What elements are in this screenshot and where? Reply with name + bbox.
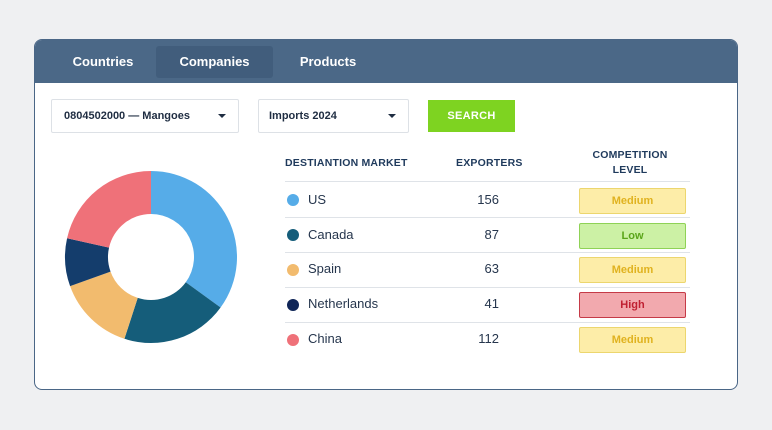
country-name: US xyxy=(308,192,327,207)
country-name: Canada xyxy=(308,227,354,242)
search-button[interactable]: SEARCH xyxy=(428,100,515,132)
exporters-count: 41 xyxy=(484,296,499,311)
chevron-down-icon xyxy=(218,114,226,118)
column-header-exporters: EXPORTERS xyxy=(456,157,523,169)
tab-companies[interactable]: Companies xyxy=(156,46,273,78)
donut-chart xyxy=(65,171,237,343)
legend-dot-us xyxy=(287,194,299,206)
competition-badge: Medium xyxy=(579,188,686,214)
header-divider xyxy=(285,181,690,182)
column-header-market: DESTIANTION MARKET xyxy=(285,157,408,169)
competition-badge: Medium xyxy=(579,327,686,353)
country-name: China xyxy=(308,331,342,346)
row-divider xyxy=(285,252,690,253)
column-header-competition-line1: COMPETITION xyxy=(592,149,668,161)
donut-segment-spain xyxy=(70,271,138,339)
exporters-count: 112 xyxy=(478,331,499,346)
legend-dot-canada xyxy=(287,229,299,241)
column-header-competition: COMPETITION LEVEL xyxy=(570,148,690,178)
legend-dot-spain xyxy=(287,264,299,276)
exporters-count: 63 xyxy=(484,261,499,276)
row-divider xyxy=(285,322,690,323)
tab-bar: Countries Companies Products xyxy=(35,40,737,83)
legend-dot-netherlands xyxy=(287,299,299,311)
tab-products[interactable]: Products xyxy=(299,54,357,69)
tab-countries[interactable]: Countries xyxy=(72,54,134,69)
competition-badge: Medium xyxy=(579,257,686,283)
chevron-down-icon xyxy=(388,114,396,118)
competition-badge: High xyxy=(579,292,686,318)
country-name: Spain xyxy=(308,261,342,276)
competition-badge: Low xyxy=(579,223,686,249)
exporters-count: 87 xyxy=(484,227,499,242)
row-divider xyxy=(285,217,690,218)
exporters-count: 156 xyxy=(477,192,499,207)
product-select[interactable]: 0804502000 — Mangoes xyxy=(51,99,239,133)
legend-dot-china xyxy=(287,334,299,346)
row-divider xyxy=(285,287,690,288)
donut-segment-netherlands xyxy=(65,238,111,287)
donut-segment-china xyxy=(67,171,151,248)
donut-segment-us xyxy=(151,171,237,308)
column-header-competition-line2: LEVEL xyxy=(612,164,648,176)
product-select-value: 0804502000 — Mangoes xyxy=(64,110,190,122)
market-card: Countries Companies Products 0804502000 … xyxy=(34,39,738,390)
period-select[interactable]: Imports 2024 xyxy=(258,99,409,133)
period-select-value: Imports 2024 xyxy=(269,110,337,122)
donut-segment-canada xyxy=(124,282,221,343)
country-name: Netherlands xyxy=(308,296,379,311)
